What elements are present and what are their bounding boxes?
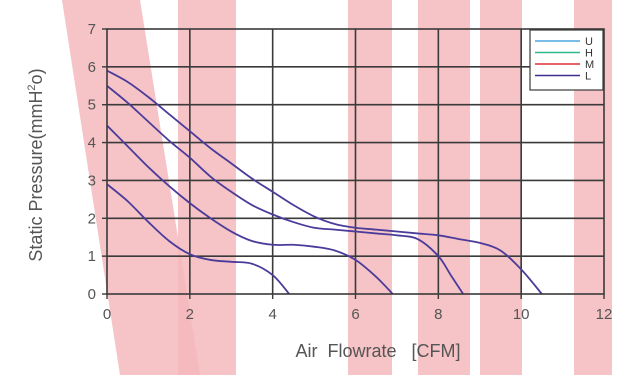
series-line-1: [106, 69, 543, 295]
series-line-2: [106, 85, 464, 295]
legend-label-u: U: [585, 36, 593, 48]
x-tick-label: 12: [596, 306, 613, 323]
series-line-4: [106, 183, 290, 295]
legend-label-m: M: [585, 59, 594, 71]
y-tick-label: 6: [88, 59, 96, 76]
x-tick-label: 0: [103, 306, 111, 323]
y-tick-label: 2: [88, 210, 96, 227]
x-axis-label: Air Flowrate [CFM]: [295, 341, 460, 361]
legend-box: [529, 29, 604, 91]
series-line-3: [106, 124, 394, 295]
y-axis-label-main: Static Pressure(mmH: [26, 91, 46, 262]
y-tick-label: 5: [88, 97, 96, 114]
gridlines: [107, 29, 604, 294]
background-stripe-5: [480, 0, 522, 375]
legend-label-l: L: [585, 71, 591, 83]
x-tick-label: 10: [513, 306, 530, 323]
background-stripe-6: [574, 0, 612, 375]
y-axis-label-sup: 2: [26, 84, 38, 90]
y-axis-label: Static Pressure(mmH2o): [26, 68, 46, 261]
y-tick-label: 1: [88, 248, 96, 265]
y-tick-label: 7: [88, 21, 96, 38]
y-tick-label: 0: [88, 286, 96, 303]
y-axis-label-end: o): [26, 68, 46, 84]
background-stripe-4: [418, 0, 470, 375]
x-tick-label: 6: [351, 306, 359, 323]
background-stripe-2: [178, 0, 236, 375]
x-tick-label: 4: [268, 306, 276, 323]
background-stripe-1: [62, 0, 200, 375]
legend-label-h: H: [585, 48, 593, 60]
x-tick-label: 8: [434, 306, 442, 323]
background-stripes: [62, 0, 612, 375]
y-tick-label: 3: [88, 172, 96, 189]
series-lines: [106, 69, 543, 295]
x-tick-label: 2: [186, 306, 194, 323]
y-tick-label: 4: [88, 135, 96, 152]
